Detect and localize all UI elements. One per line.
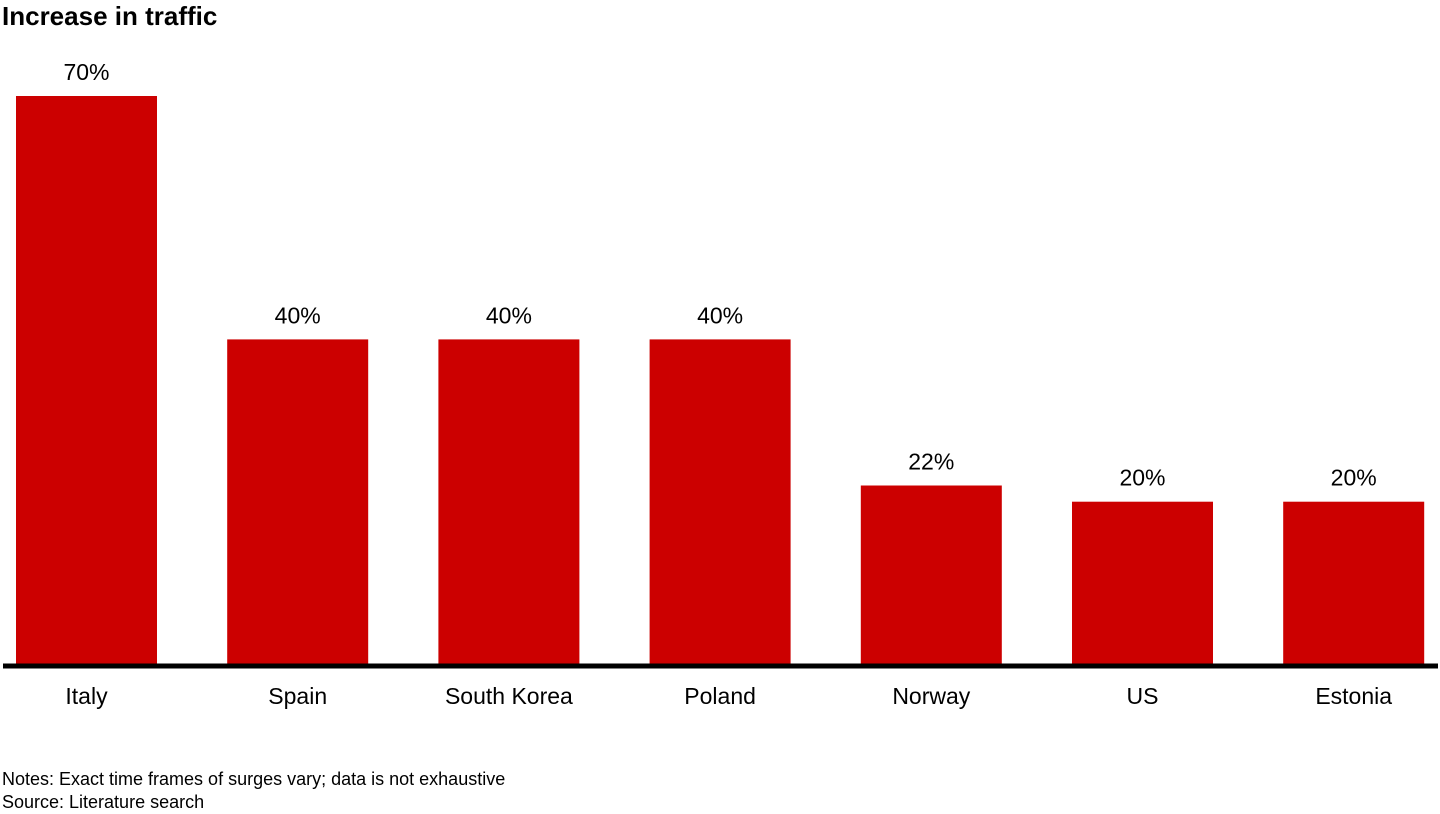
x-tick-label: Poland [684,683,756,709]
data-label: 20% [1331,465,1377,491]
x-tick-label: Estonia [1315,683,1392,709]
chart-title: Increase in traffic [2,1,218,31]
data-label: 20% [1119,465,1165,491]
bar-chart: 70% Italy 40% Spain 40% South Korea 40% Poland 2… [3,59,1438,709]
x-tick-label: US [1127,683,1159,709]
x-tick-label: Italy [65,683,108,709]
source-text: Source: Literature search [2,792,205,812]
bar-estonia [1283,501,1425,664]
bar-italy [16,96,157,664]
bar-spain [227,339,369,664]
bar-south-korea [438,339,580,664]
data-label: 22% [908,449,954,475]
data-label: 40% [697,302,743,328]
data-label: 40% [486,302,532,328]
x-tick-label: Spain [268,683,327,709]
data-label: 40% [275,302,321,328]
chart-notes: Notes: Exact time frames of surges vary;… [2,768,505,814]
x-tick-label: South Korea [445,683,573,709]
bar-poland [649,339,791,664]
bar-norway [860,485,1002,664]
data-label: 70% [63,59,109,85]
notes-text: Notes: Exact time frames of surges vary;… [2,769,506,789]
bar-us [1072,501,1213,664]
x-tick-label: Norway [892,683,970,709]
